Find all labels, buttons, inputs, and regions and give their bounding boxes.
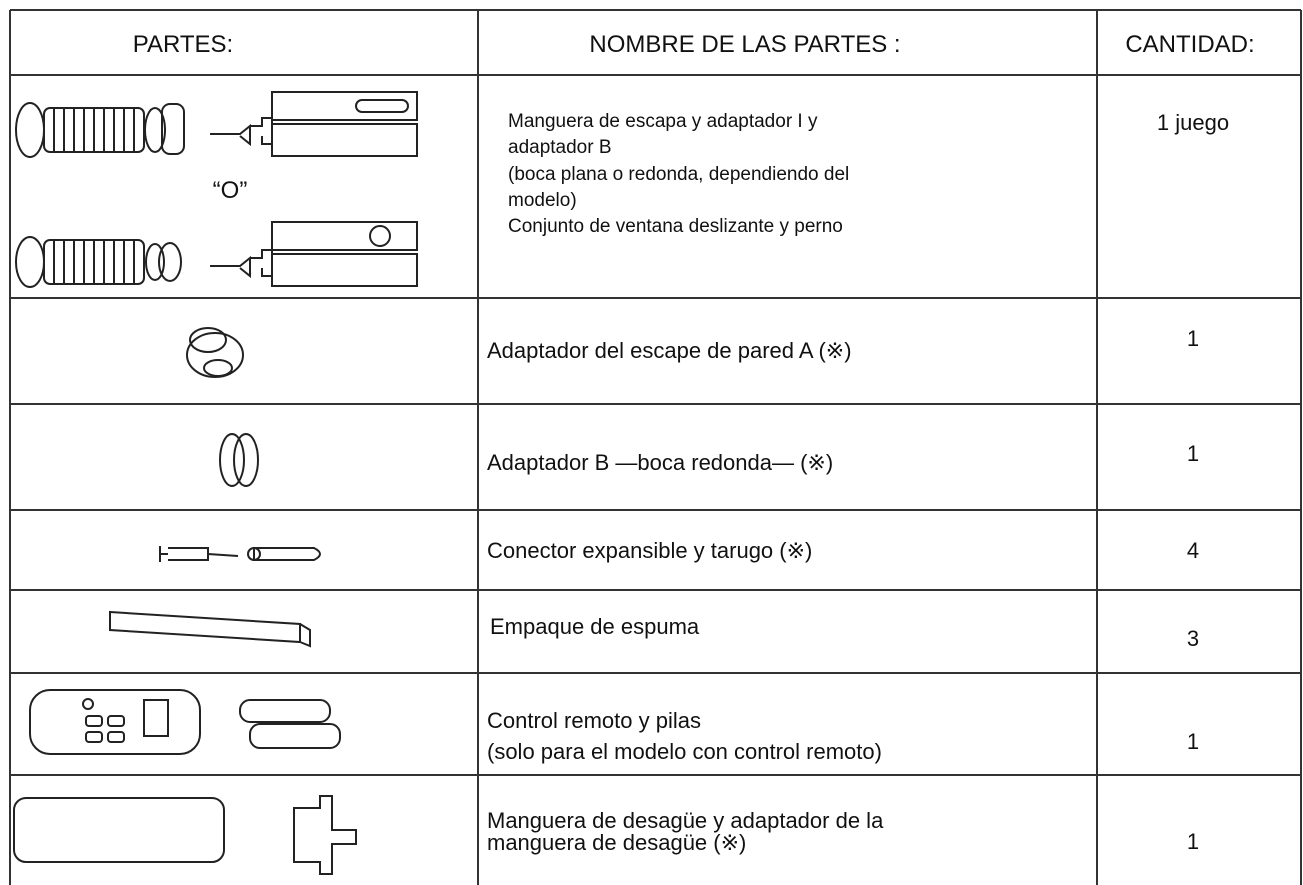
part-name: Manguera de desagüe y adaptador de la xyxy=(487,808,884,833)
part-name: (boca plana o redonda, dependiendo del xyxy=(508,164,849,185)
part-name: Conector expansible y tarugo (※) xyxy=(487,538,812,563)
part-name: Control remoto y pilas xyxy=(487,708,701,733)
part-name: Empaque de espuma xyxy=(490,614,700,639)
part-name: manguera de desagüe (※) xyxy=(487,830,746,855)
header-cell: PARTES: xyxy=(133,31,233,58)
header-cell: CANTIDAD: xyxy=(1125,31,1254,58)
part-label: “O” xyxy=(213,177,248,204)
quantity: 4 xyxy=(1187,538,1199,563)
part-name: Manguera de escapa y adaptador I y xyxy=(508,111,818,132)
part-name: Adaptador del escape de pared A (※) xyxy=(487,338,852,363)
table-grid xyxy=(9,9,1302,885)
part-name: adaptador B xyxy=(508,137,612,158)
quantity: 1 xyxy=(1187,829,1199,854)
header-cell: NOMBRE DE LAS PARTES : xyxy=(589,31,900,58)
part-name: modelo) xyxy=(508,190,577,211)
quantity: 1 xyxy=(1187,441,1199,466)
part-name: Adaptador B —boca redonda— (※) xyxy=(487,450,833,475)
quantity: 1 juego xyxy=(1157,110,1229,135)
part-name: (solo para el modelo con control remoto) xyxy=(487,739,882,764)
part-illustrations xyxy=(13,91,418,875)
quantity: 3 xyxy=(1187,626,1199,651)
part-name: Conjunto de ventana deslizante y perno xyxy=(508,216,843,237)
quantity: 1 xyxy=(1187,326,1199,351)
table-text: PARTES: NOMBRE DE LAS PARTES : CANTIDAD: Ma… xyxy=(133,31,1255,855)
quantity: 1 xyxy=(1187,729,1199,754)
